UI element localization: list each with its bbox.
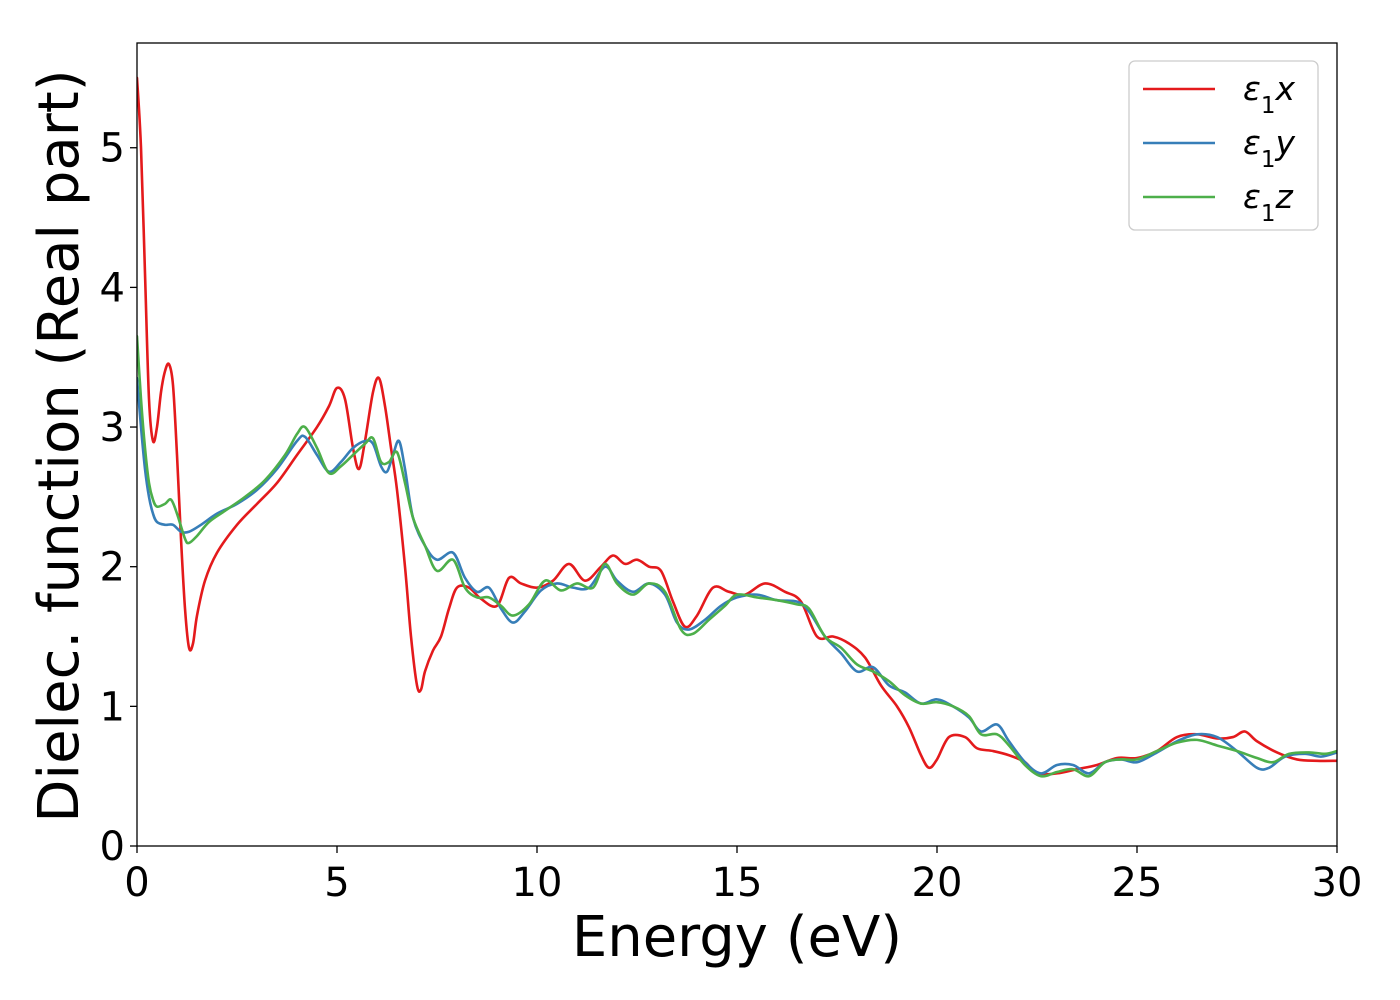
y-tick-label: 2	[100, 545, 125, 591]
x-tick-label: 5	[324, 860, 349, 906]
x-tick-label: 25	[1112, 860, 1163, 906]
legend-label-y: ε1y	[1243, 123, 1295, 173]
y-tick-label: 1	[100, 684, 125, 730]
x-tick-label: 30	[1312, 860, 1363, 906]
series-line-y	[137, 376, 1337, 775]
y-tick-label: 3	[100, 405, 125, 451]
x-tick-label: 10	[512, 860, 563, 906]
series-line-z	[137, 334, 1337, 778]
y-axis-label: Dielec. function (Real part)	[27, 69, 92, 822]
x-axis: 0 5 10 15 20 25 30	[124, 846, 1362, 906]
y-tick-label: 5	[100, 126, 125, 172]
y-tick-label: 4	[100, 265, 125, 311]
legend-label-z: ε1z	[1243, 177, 1293, 227]
series-layer	[137, 76, 1337, 778]
legend-label-x: ε1x	[1243, 69, 1295, 119]
x-tick-label: 20	[912, 860, 963, 906]
y-tick-label: 0	[100, 824, 125, 870]
x-axis-label: Energy (eV)	[572, 905, 902, 970]
x-tick-label: 0	[124, 860, 149, 906]
x-tick-label: 15	[712, 860, 763, 906]
y-axis: 0 1 2 3 4 5	[100, 126, 137, 870]
legend-box	[1128, 60, 1319, 231]
